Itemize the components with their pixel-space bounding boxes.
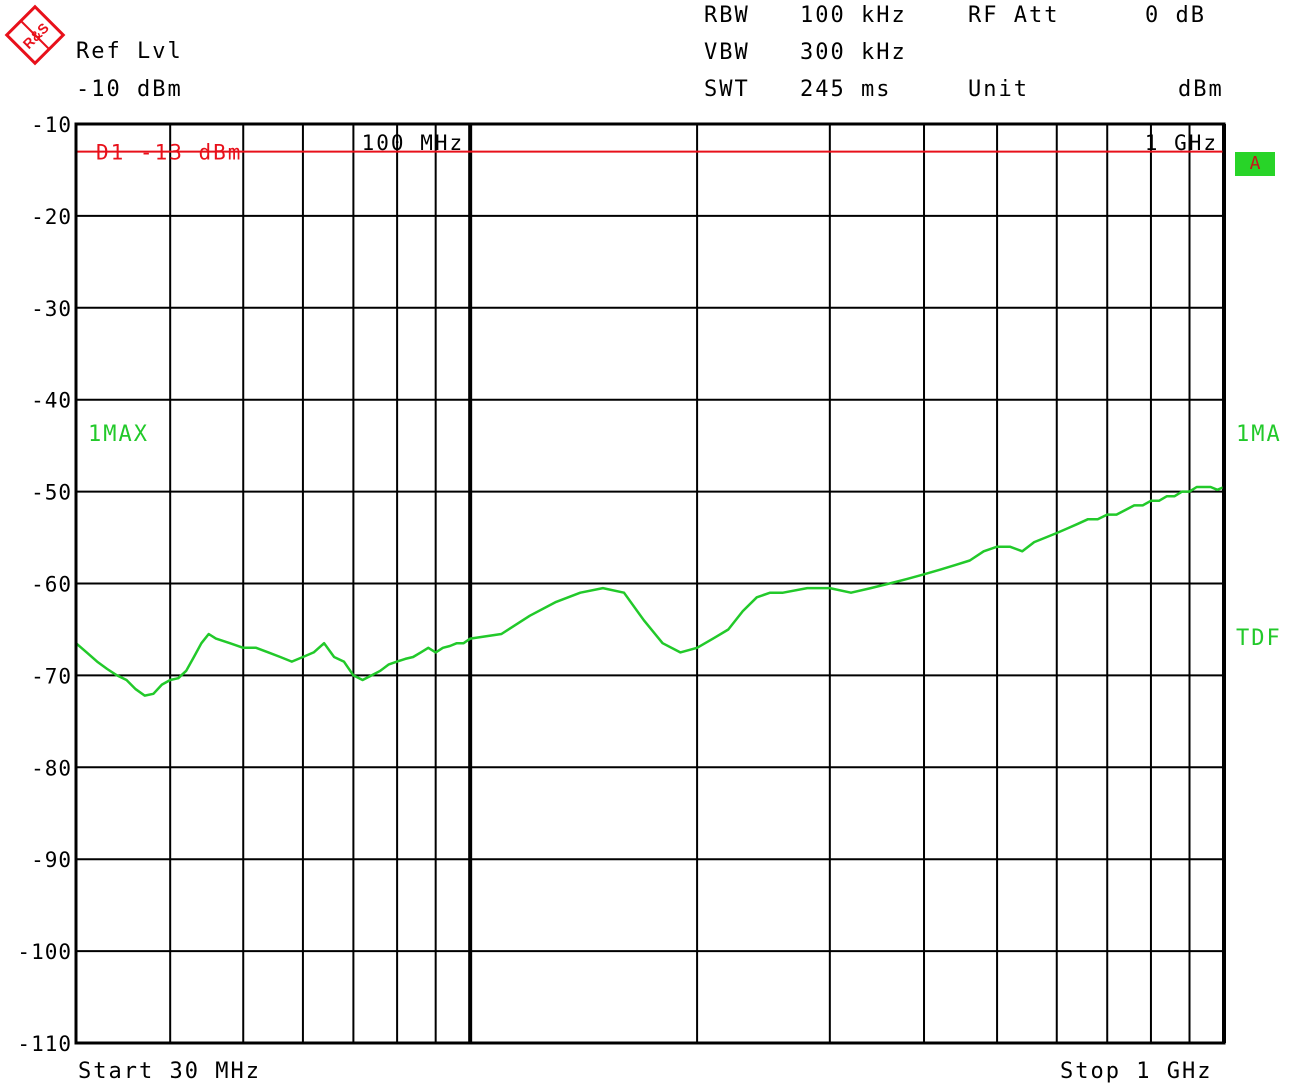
y-tick-labels: -10 -20 -30 -40 -50 -60 -70 -80 -90 -100 -110 — [17, 113, 72, 1056]
ref-level-label: Ref Lvl — [76, 39, 183, 64]
rs-logo-icon — [4, 4, 66, 66]
trace-line — [75, 485, 1225, 697]
unit-label: Unit — [968, 77, 1029, 102]
ref-level-value: -10 dBm — [76, 77, 183, 102]
y-tick-label: -60 — [31, 573, 72, 597]
y-tick-label: -30 — [31, 297, 72, 321]
y-tick-label: -40 — [31, 389, 72, 413]
vbw-value: 300 kHz — [800, 40, 907, 65]
plot-frame — [74, 122, 1226, 1045]
y-tick-label: -20 — [31, 205, 72, 229]
y-tick-label: -100 — [17, 940, 72, 964]
unit-value: dBm — [1178, 77, 1224, 102]
limit-line-group: D1 -13 dBm — [76, 141, 1224, 165]
rf-att-value: 0 dB — [1145, 3, 1206, 28]
start-frequency: Start 30 MHz — [78, 1059, 261, 1084]
y-tick-label: -70 — [31, 664, 72, 688]
limit-line-label: D1 -13 dBm — [96, 141, 242, 165]
y-tick-label: -50 — [31, 481, 72, 505]
y-tick-label: -90 — [31, 848, 72, 872]
swt-label: SWT — [704, 77, 750, 102]
rbw-value: 100 kHz — [800, 3, 907, 28]
y-tick-label: -10 — [31, 113, 72, 137]
rf-att-label: RF Att — [968, 3, 1060, 28]
vbw-label: VBW — [704, 40, 750, 65]
trace-group — [75, 485, 1225, 697]
grid-lines — [76, 123, 1226, 1044]
transducer-label: TDF — [1236, 626, 1282, 651]
trace-mode-right: 1MA — [1236, 422, 1282, 447]
trace-a-badge: A — [1235, 152, 1275, 176]
stop-frequency: Stop 1 GHz — [1060, 1059, 1213, 1084]
y-tick-label: -110 — [17, 1032, 72, 1056]
y-tick-label: -80 — [31, 756, 72, 780]
rbw-label: RBW — [704, 3, 750, 28]
swt-value: 245 ms — [800, 77, 892, 102]
trace-mode-left: 1MAX — [88, 422, 149, 447]
